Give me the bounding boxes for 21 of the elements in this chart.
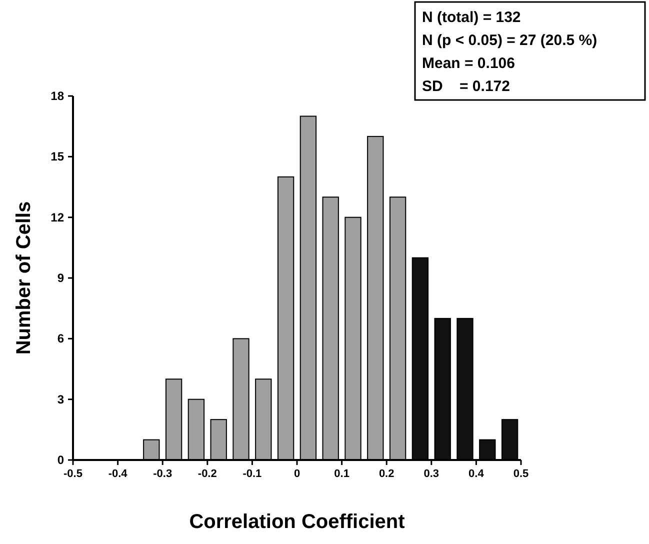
y-tick-label: 9 bbox=[57, 271, 64, 285]
x-tick-label: -0.5 bbox=[64, 468, 82, 480]
stats-box: N (total) = 132 N (p < 0.05) = 27 (20.5 %) Mean = 0.106 SD = 0.172 bbox=[414, 1, 646, 101]
y-axis-title: Number of Cells bbox=[13, 201, 35, 355]
x-tick-label: 0.2 bbox=[378, 468, 394, 480]
y-tick-label: 18 bbox=[50, 89, 64, 103]
y-tick-label: 12 bbox=[50, 210, 64, 224]
y-tick-label: 15 bbox=[50, 150, 64, 164]
x-tick-label: 0.4 bbox=[468, 468, 485, 480]
x-axis-title: Correlation Coefficient bbox=[189, 511, 406, 533]
x-tick-label: 0.1 bbox=[334, 468, 350, 480]
x-tick-label: 0.3 bbox=[424, 468, 440, 480]
y-tick-label: 3 bbox=[57, 392, 64, 406]
x-tick-label: 0 bbox=[294, 468, 300, 480]
x-tick-label: -0.2 bbox=[198, 468, 217, 480]
y-tick-label: 0 bbox=[57, 453, 64, 467]
x-tick-label: -0.1 bbox=[242, 468, 262, 480]
y-tick-label: 6 bbox=[57, 332, 64, 346]
x-tick-label: -0.3 bbox=[153, 468, 172, 480]
x-tick-label: 0.5 bbox=[513, 468, 529, 480]
x-tick-label: -0.4 bbox=[108, 468, 128, 480]
